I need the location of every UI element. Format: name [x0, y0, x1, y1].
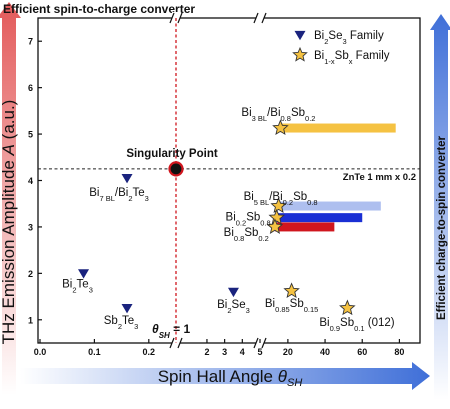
range-bar — [280, 123, 396, 133]
data-point-star — [270, 197, 287, 214]
x-axis-title: Spin Hall Angle θSH — [158, 367, 303, 389]
data-point-label: Bi5 BL/Bi0.2Sb0.8 — [244, 191, 318, 207]
x-tick-label: 4 — [240, 347, 245, 357]
axis-break-mark — [169, 12, 175, 24]
data-point-label: Bi2Se3 — [217, 299, 250, 315]
x-gradient-arrow — [20, 362, 430, 390]
x-tick-label: 20 — [283, 347, 293, 357]
legend-entry-label: Bi2Se3 Family — [314, 30, 384, 46]
axis-break-mark — [169, 337, 175, 349]
x-tick-label: 0.1 — [88, 347, 101, 357]
singularity-point-label: Singularity Point — [126, 148, 218, 160]
data-point-label: Bi0.9Sb0.1 (012) — [319, 317, 394, 333]
data-point-star — [266, 218, 284, 234]
x-tick-label: 0.2 — [143, 347, 156, 357]
y-axis-title: THz Emission Amplitude A (a.u.) — [0, 100, 18, 345]
axis-break-mark — [177, 12, 183, 24]
data-point-star — [268, 208, 286, 225]
data-point-triangle — [78, 269, 90, 279]
legend-entry-label: Bi1-xSbx Family — [314, 50, 390, 66]
y-tick-label: 2 — [28, 269, 33, 279]
data-point-label: Sb2Te3 — [104, 315, 139, 331]
axis-break-mark — [261, 337, 267, 349]
y-gradient-arrow — [0, 2, 21, 395]
x-tick-label: 3 — [222, 347, 227, 357]
y-tick-label: 4 — [28, 176, 33, 186]
axis-break-mark — [177, 337, 183, 349]
reference-line-horizontal-label: ZnTe 1 mm x 0.2 — [343, 172, 416, 183]
data-point-star — [272, 119, 289, 136]
data-point-label: Bi2Te3 — [62, 278, 93, 294]
right-gradient-arrow — [430, 14, 450, 400]
range-bar — [274, 222, 335, 232]
data-point-triangle — [227, 287, 239, 298]
x-tick-label: 60 — [357, 347, 367, 357]
y-tick-label: 3 — [28, 222, 33, 232]
x-tick-label: 40 — [320, 347, 330, 357]
x-tick-label: 0.0 — [34, 347, 47, 357]
data-point-label: Bi0.8Sb0.2 — [224, 227, 269, 243]
data-point-triangle — [121, 174, 133, 184]
data-point-label: Bi7 BL/Bi2Te3 — [89, 187, 149, 203]
x-tick-label: 80 — [394, 347, 404, 357]
range-bars — [274, 123, 396, 232]
y-tick-label: 6 — [28, 83, 33, 93]
y-tick-label: 1 — [28, 315, 33, 325]
axis-break-gap-top — [256, 12, 264, 24]
axis-break-mark — [261, 12, 267, 24]
legend-triangle-marker — [294, 30, 306, 41]
y-tick-label: 7 — [28, 37, 33, 47]
y-tick-label: 5 — [28, 130, 33, 140]
axis-break-mark — [253, 12, 259, 24]
axis-break-mark — [253, 337, 259, 349]
data-point-label: Bi0.2Sb0.8 — [226, 212, 271, 228]
range-bar — [278, 201, 381, 211]
arrow-decorations — [0, 2, 450, 400]
point-labels: Singularity Point Bi2Te3 Sb2Te3 Bi7 BL/Bi2T… — [62, 107, 395, 333]
x-tick-label: 2 — [204, 347, 209, 357]
right-label: Efficient charge-to-spin converter — [436, 135, 448, 320]
singularity-point — [168, 161, 184, 177]
legend: Bi2Se3 Family Bi1-xSbx Family — [292, 30, 390, 66]
data-point-star — [339, 299, 356, 316]
reference-lines: ZnTe 1 mm x 0.2 θSH = 1 — [38, 18, 420, 343]
data-point-star — [283, 282, 300, 299]
reference-line-vertical-label: θSH = 1 — [152, 322, 191, 340]
data-point-label: Bi3 BL/Bi0.8Sb0.2 — [241, 107, 315, 123]
axis-ticks: 1 2 3 4 5 6 7 0.0 0.1 0.2 2 3 4 5 20 40 60 80 — [28, 37, 404, 357]
x-tick-label: 5 — [257, 347, 262, 357]
data-point-label: Bi0.85Sb0.15 — [265, 298, 319, 314]
legend-star-marker — [292, 46, 308, 62]
data-markers — [78, 119, 356, 316]
top-label: Efficient spin-to-charge converter — [3, 2, 195, 16]
data-point-triangle — [121, 304, 133, 314]
range-bar — [276, 213, 363, 223]
